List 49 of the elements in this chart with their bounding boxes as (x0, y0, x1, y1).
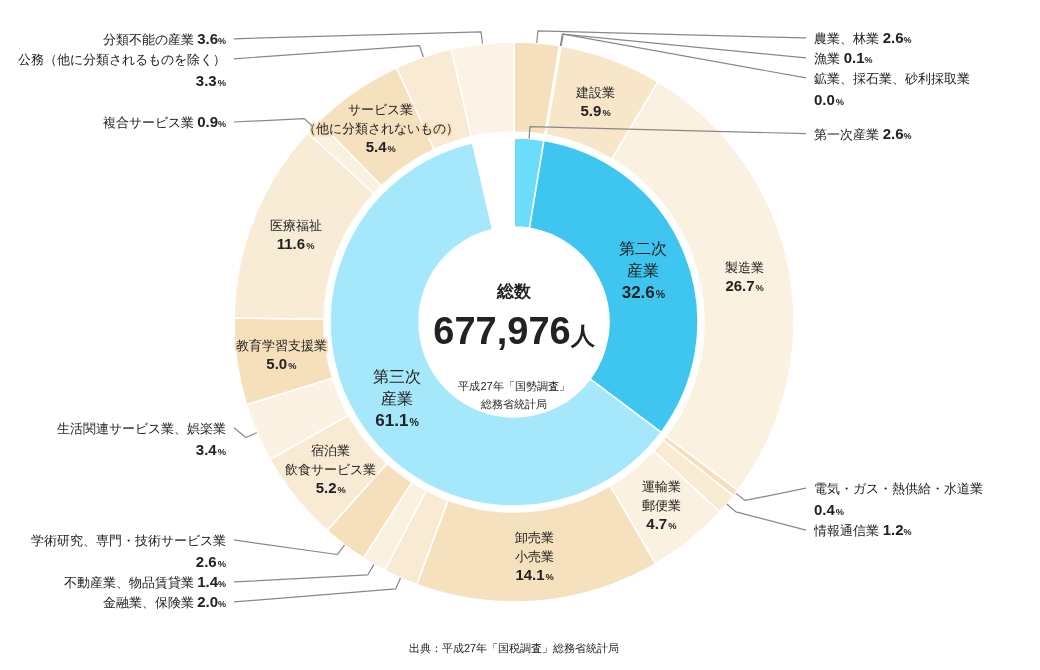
slice-label: 建設業 (575, 84, 616, 100)
data-label: 3.3% (195, 71, 227, 89)
category-label: 鉱業、採石業、砂利採取業 (814, 70, 970, 86)
data-label: 26.7% (725, 276, 765, 294)
data-label: 32.6% (621, 282, 666, 302)
data-label: 5.4% (365, 137, 397, 155)
data-label: 2.6% (882, 28, 912, 46)
data-label: 2.0% (197, 592, 226, 610)
slice-label: 複合サービス業 (102, 114, 198, 130)
text: 0.0% (814, 90, 845, 108)
data-label: 1.4% (197, 572, 226, 590)
slice-label: 第一次産業 (814, 126, 883, 142)
data-label: 3.6% (197, 29, 226, 47)
slice-label: 医療福祉 (269, 218, 322, 234)
data-label: 3.4% (195, 440, 227, 458)
slice-label: 農業、林業 (814, 30, 883, 46)
text: 677,976人 (433, 310, 596, 352)
data-label: 4.7% (646, 514, 678, 532)
text: 総数 (496, 282, 532, 301)
data-label: 1.2% (882, 521, 912, 539)
slice-label: 漁業 (814, 50, 844, 66)
slice-label: 教育学習支援業 (235, 338, 327, 354)
slice-label: 金融業、保険業 (102, 594, 198, 610)
data-label: 5.9% (580, 101, 612, 119)
data-label: 5.0% (266, 355, 298, 373)
slice-label: 第二次産業 (619, 239, 668, 279)
slice-label: 卸売業小売業 (515, 529, 555, 564)
slice-label: 第三次産業 (373, 367, 422, 407)
data-label: 11.6% (276, 235, 316, 253)
slice-label: 学術研究、専門・技術サービス業 (31, 532, 226, 548)
data-label: 5.2% (315, 478, 347, 496)
slice-label: 製造業 (725, 259, 765, 275)
data-label: 61.1% (375, 410, 420, 430)
slice-label: 分類不能の産業 (102, 31, 198, 47)
data-label: 2.6% (882, 124, 912, 142)
slice-label: 情報通信業 (813, 523, 883, 539)
data-label: 14.1% (515, 565, 555, 583)
slice-label: 公務（他に分類されるものを除く） (18, 51, 226, 67)
data-label: 0.1% (843, 48, 873, 66)
data-label: 2.6% (195, 552, 227, 570)
slice-label: 電気・ガス・熱供給・水道業 (814, 481, 983, 497)
slice-label: 不動産業、物品賃貸業 (63, 574, 198, 590)
slice-label: 宿泊業飲食サービス業 (285, 442, 377, 477)
slice-label: 運輸業郵便業 (641, 478, 681, 513)
data-label: 0.9% (197, 112, 226, 130)
text: 平成27年「国勢調査」総務省統計局 (458, 380, 570, 410)
source-note: 出典：平成27年「国税調査」総務省統計局 (408, 642, 620, 654)
data-label: 0.4% (814, 501, 845, 519)
slice-label: 生活関連サービス業、娯楽業 (57, 420, 226, 436)
